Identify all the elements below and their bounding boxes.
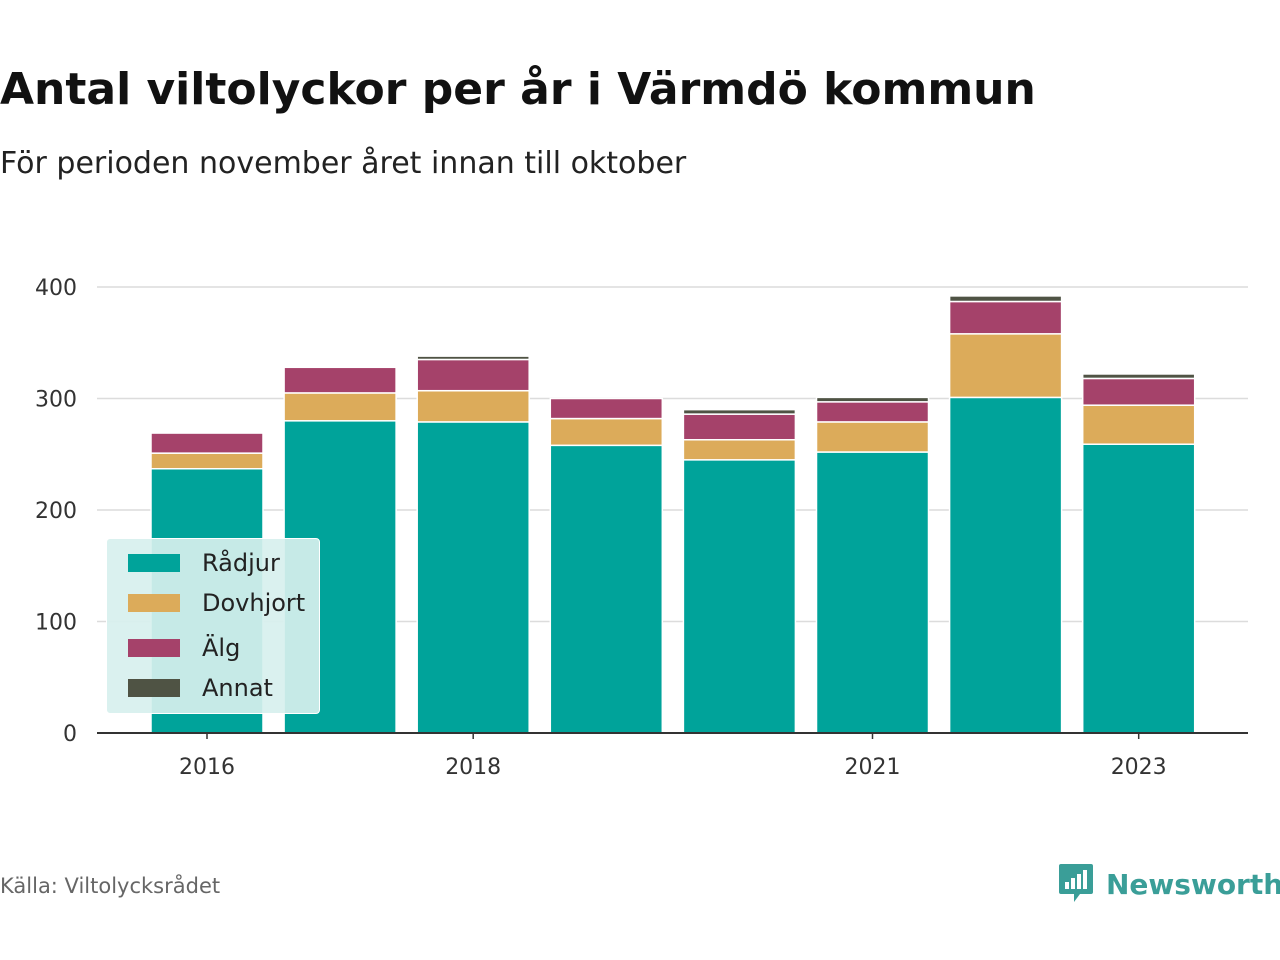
bar-2023-rådjur [1081,443,1196,734]
chart-subtitle: För perioden november året innan till ok… [0,146,687,181]
y-tick-label-200: 200 [35,499,77,524]
legend-swatch-annat [128,679,180,697]
legend-label-annat: Annat [202,674,273,702]
bar-2023-dovhjort [1081,404,1196,445]
y-tick-label-100: 100 [35,611,77,636]
bar-2021-annat [815,396,930,403]
bar-2018-annat [416,355,530,361]
bar-2022-älg [948,300,1063,335]
legend-item-alg: Älg [128,633,240,663]
y-tick-label-0: 0 [63,722,77,747]
bar-2018-rådjur [416,421,530,734]
bar-2017-älg [283,366,397,394]
legend-label-dovhjort: Dovhjort [202,589,306,617]
chart-title: Antal viltolyckor per år i Värmdö kommun [0,64,1036,115]
legend-item-radjur: Rådjur [128,548,280,578]
bar-2019-rådjur [549,444,664,734]
bar-2017-dovhjort [283,392,397,422]
brand-logo: Newsworthy [1058,862,1280,906]
bar-2021-rådjur [815,451,930,734]
y-tick-label-300: 300 [35,388,77,413]
chart-legend: Rådjur Dovhjort Älg Annat [106,538,320,714]
bar-2019-dovhjort [549,417,664,447]
x-tick-label-2023: 2023 [1111,755,1167,780]
bar-2020-annat [682,408,797,415]
newsworthy-logo-icon [1059,864,1093,902]
bar-2019-älg [549,397,664,420]
bar-2017-annat [283,365,397,369]
bar-2020-dovhjort [682,439,797,461]
legend-swatch-alg [128,639,180,657]
x-tick-label-2021: 2021 [845,755,901,780]
bar-2020-rådjur [682,459,797,734]
legend-label-alg: Älg [202,634,241,662]
brand-name: Newsworthy [1106,867,1280,901]
y-tick-label-400: 400 [35,276,77,301]
bar-2023-älg [1081,377,1196,406]
legend-item-annat: Annat [128,673,273,703]
bar-2018-dovhjort [416,389,530,423]
legend-swatch-radjur [128,554,180,572]
legend-item-dovhjort: Dovhjort [128,588,305,618]
bar-2018-älg [416,358,530,392]
bar-2020-älg [682,413,797,441]
legend-swatch-dovhjort [128,594,180,612]
x-tick-label-2018: 2018 [445,755,501,780]
bar-2021-älg [815,401,930,423]
bar-2021-dovhjort [815,421,930,453]
bar-2022-annat [948,295,1063,303]
x-tick-label-2016: 2016 [179,755,235,780]
bar-2022-dovhjort [948,333,1063,399]
bar-2016-dovhjort [150,452,264,470]
bar-2023-annat [1081,373,1196,380]
bar-2022-rådjur [948,396,1063,734]
legend-label-radjur: Rådjur [202,549,280,577]
bar-2016-älg [150,432,264,454]
source-note: Källa: Viltolycksrådet [0,874,221,898]
